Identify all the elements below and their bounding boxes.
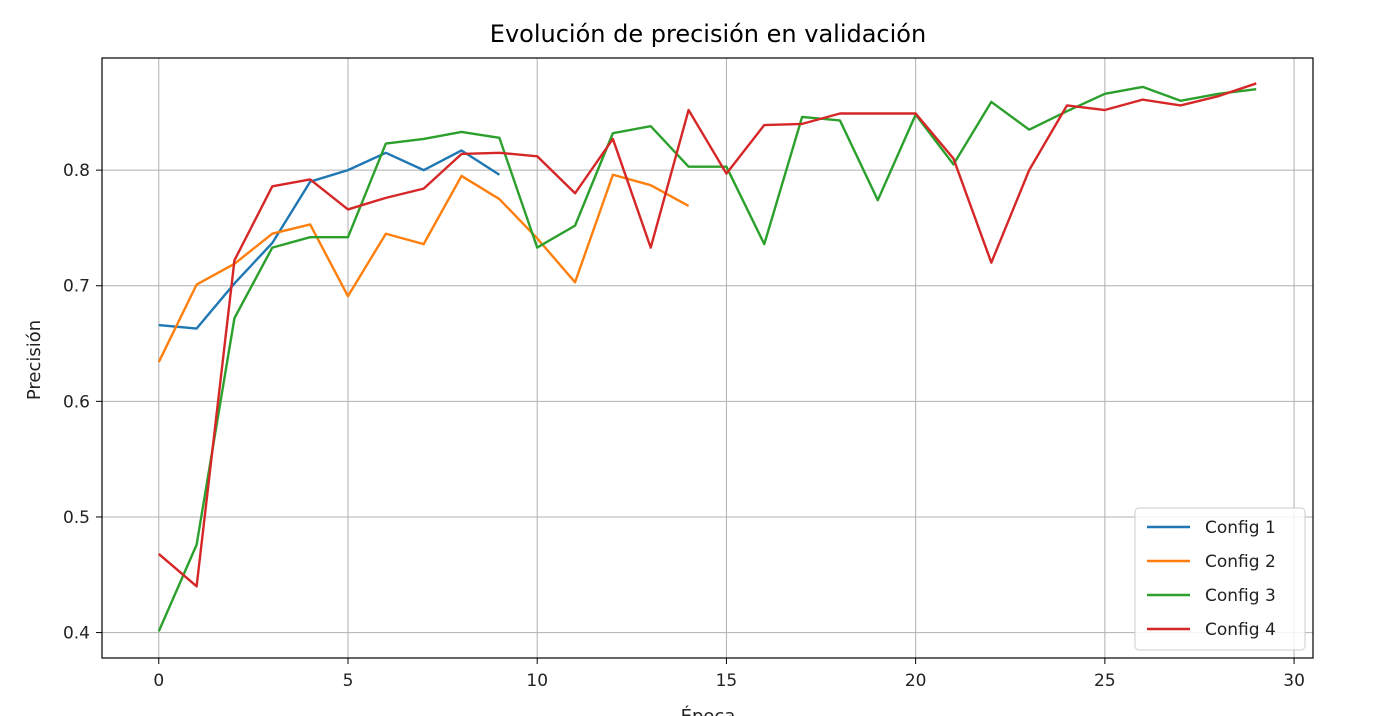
legend-label: Config 2 [1205,552,1276,572]
legend: Config 1 Config 2 Config 3 Config 4 [1134,507,1306,651]
x-tick-label: 30 [1283,671,1305,691]
series-line-config-1 [158,149,501,330]
x-tick-label: 20 [905,671,927,691]
x-tick-label: 0 [153,671,164,691]
y-tick-label: 0.8 [63,161,90,181]
y-tick-label: 0.7 [63,277,90,297]
x-axis-label: Época [681,705,736,716]
x-tick-label: 15 [716,671,738,691]
axes: 0 5 10 15 20 25 30 0.4 0.5 0.6 0.7 0.8 [63,161,1305,691]
series-line-config-3 [157,85,1257,632]
plot-area [157,82,1257,632]
series-line-config-4 [157,82,1257,588]
y-tick-label: 0.4 [63,624,90,644]
legend-label: Config 1 [1205,518,1276,538]
legend-box [1134,507,1306,651]
y-axis-label: Precisión [24,320,45,400]
legend-label: Config 4 [1205,620,1276,640]
y-tick-label: 0.6 [63,392,90,412]
plot-frame [101,57,1314,659]
legend-label: Config 3 [1205,586,1276,606]
grid [102,58,1313,658]
chart-title: Evolución de precisión en validación [490,20,926,48]
x-tick-label: 5 [343,671,354,691]
y-tick-label: 0.5 [63,508,90,528]
x-tick-label: 25 [1094,671,1116,691]
series-line-config-2 [157,173,690,363]
x-tick-label: 10 [526,671,548,691]
